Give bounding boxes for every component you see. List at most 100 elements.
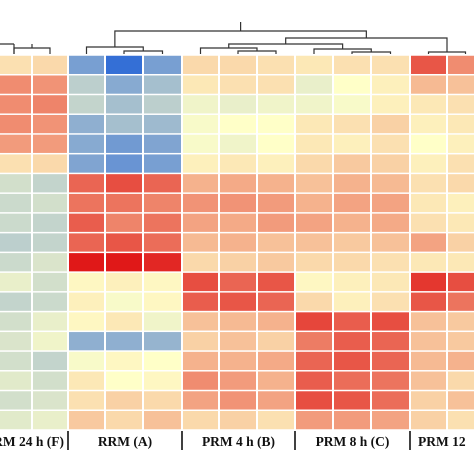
- heatmap-cell: [372, 174, 409, 193]
- heatmap-cell: [0, 134, 31, 153]
- heatmap-cell: [296, 391, 332, 410]
- heatmap-cell: [448, 332, 474, 351]
- heatmap-cell: [33, 351, 67, 371]
- heatmap-cell: [220, 213, 256, 232]
- heatmap-cell: [183, 292, 218, 311]
- heatmap-cell: [258, 253, 294, 272]
- heatmap-cell: [448, 351, 474, 371]
- heatmap-cell: [69, 253, 104, 272]
- heatmap-cell: [258, 95, 294, 114]
- heatmap-cell: [296, 114, 332, 134]
- heatmap-cell: [220, 55, 256, 74]
- heatmap-cell: [372, 75, 409, 94]
- heatmap-cell: [144, 55, 181, 74]
- heatmap-cell: [258, 75, 294, 94]
- heatmap-cell: [183, 154, 218, 173]
- heatmap-cell: [183, 272, 218, 292]
- heatmap-cell: [106, 312, 142, 331]
- heatmap-cell: [334, 154, 370, 173]
- heatmap-cells: [0, 55, 474, 430]
- heatmap-cell: [69, 272, 104, 292]
- heatmap-cell: [220, 174, 256, 193]
- heatmap-cell: [106, 154, 142, 173]
- heatmap-cell: [296, 95, 332, 114]
- heatmap-cell: [372, 332, 409, 351]
- heatmap-cell: [69, 332, 104, 351]
- heatmap-cell: [334, 75, 370, 94]
- heatmap-cell: [183, 312, 218, 331]
- heatmap-cell: [69, 95, 104, 114]
- heatmap-cell: [144, 95, 181, 114]
- heatmap-cell: [0, 154, 31, 173]
- heatmap-cell: [296, 312, 332, 331]
- heatmap-cell: [0, 55, 31, 74]
- heatmap-cell: [448, 253, 474, 272]
- heatmap-cell: [183, 114, 218, 134]
- heatmap-cell: [0, 75, 31, 94]
- heatmap-cell: [334, 233, 370, 252]
- heatmap-cell: [448, 134, 474, 153]
- heatmap-cell: [296, 233, 332, 252]
- heatmap-cell: [220, 233, 256, 252]
- heatmap-cell: [258, 272, 294, 292]
- heatmap-cell: [106, 233, 142, 252]
- group-label: RM 24 h (F): [0, 434, 64, 449]
- heatmap-cell: [334, 351, 370, 371]
- heatmap-cell: [296, 75, 332, 94]
- heatmap-cell: [33, 55, 67, 74]
- heatmap-cell: [448, 55, 474, 74]
- heatmap-cell: [106, 272, 142, 292]
- heatmap-cell: [33, 114, 67, 134]
- heatmap-cell: [106, 213, 142, 232]
- heatmap-cell: [0, 253, 31, 272]
- heatmap-cell: [144, 154, 181, 173]
- heatmap-cell: [448, 371, 474, 390]
- group-label: PRM 4 h (B): [202, 434, 275, 449]
- heatmap-cell: [33, 193, 67, 213]
- heatmap-cell: [372, 55, 409, 74]
- heatmap-cell: [372, 411, 409, 430]
- heatmap-cell: [411, 55, 446, 74]
- heatmap-cell: [334, 193, 370, 213]
- heatmap-cell: [296, 193, 332, 213]
- heatmap-cell: [220, 134, 256, 153]
- heatmap-cell: [144, 75, 181, 94]
- heatmap-cell: [411, 272, 446, 292]
- heatmap-cell: [69, 411, 104, 430]
- heatmap-cell: [448, 233, 474, 252]
- heatmap-cell: [33, 391, 67, 410]
- heatmap-cell: [144, 272, 181, 292]
- heatmap-cell: [411, 312, 446, 331]
- heatmap-cell: [220, 351, 256, 371]
- heatmap-cell: [144, 371, 181, 390]
- heatmap-cell: [448, 193, 474, 213]
- group-label: PRM 8 h (C): [316, 434, 390, 449]
- heatmap-cell: [183, 332, 218, 351]
- heatmap-cell: [144, 253, 181, 272]
- heatmap-cell: [183, 233, 218, 252]
- heatmap-cell: [144, 292, 181, 311]
- heatmap-cell: [69, 154, 104, 173]
- heatmap-cell: [220, 95, 256, 114]
- heatmap-cell: [411, 114, 446, 134]
- heatmap-cell: [0, 114, 31, 134]
- heatmap-cell: [220, 411, 256, 430]
- heatmap-cell: [69, 312, 104, 331]
- heatmap-cell: [183, 371, 218, 390]
- heatmap-cell: [258, 213, 294, 232]
- heatmap-cell: [106, 332, 142, 351]
- heatmap-cell: [296, 411, 332, 430]
- heatmap-cell: [411, 292, 446, 311]
- heatmap-cell: [334, 272, 370, 292]
- heatmap-cell: [69, 351, 104, 371]
- heatmap-cell: [144, 351, 181, 371]
- heatmap-cell: [69, 75, 104, 94]
- heatmap-cell: [183, 75, 218, 94]
- heatmap-cell: [411, 174, 446, 193]
- dendrogram-branch: [351, 51, 392, 54]
- heatmap-cell: [106, 371, 142, 390]
- heatmap-cell: [296, 272, 332, 292]
- heatmap-cell: [33, 213, 67, 232]
- heatmap-cell: [258, 312, 294, 331]
- heatmap-cell: [0, 312, 31, 331]
